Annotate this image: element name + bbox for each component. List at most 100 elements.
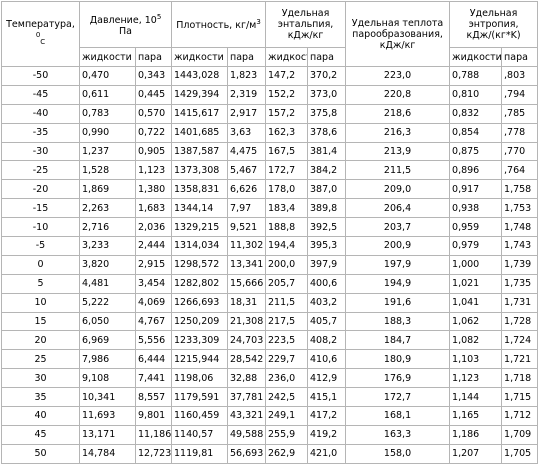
table-cell: 2,915 [135, 254, 172, 275]
table-cell: 9,801 [135, 406, 172, 426]
table-cell: 3,820 [79, 254, 136, 275]
table-cell: 220,8 [345, 84, 451, 105]
table-cell: 4,767 [135, 311, 172, 332]
table-cell: 56,693 [226, 443, 267, 464]
table-row: 10 5,222 4,069 1266,693 18,31 211,5 403,2 191,6… [1, 292, 538, 313]
table-cell: -10 [1, 217, 80, 238]
table-cell: 167,5 [265, 141, 309, 162]
table-cell: 0,722 [135, 122, 172, 143]
table-cell: 49,588 [226, 424, 267, 445]
table-row: 25 7,986 6,444 1215,944 28,542 229,7 410,6 180,… [1, 349, 538, 370]
table-cell: 0,917 [449, 179, 503, 200]
header-cell: Температура, 0C [1, 1, 80, 67]
table-cell: 205,7 [265, 273, 309, 294]
table-cell: 2,263 [79, 198, 136, 219]
table-cell: -45 [1, 84, 80, 105]
table-cell: 176,9 [345, 368, 451, 389]
subheader-cell: пара [501, 47, 538, 67]
table-cell: 0,470 [79, 66, 136, 86]
table-cell: 0,810 [449, 84, 503, 105]
table-cell: 163,3 [345, 424, 451, 445]
table-cell: 421,0 [307, 443, 347, 464]
table-cell: 7,986 [79, 349, 136, 370]
table-cell: ,770 [501, 141, 538, 162]
table-cell: 1,869 [79, 179, 136, 200]
table-cell: 0,875 [449, 141, 503, 162]
table-cell: 242,5 [265, 387, 309, 408]
table-cell: 1358,831 [171, 179, 228, 200]
table-cell: 35 [1, 387, 80, 408]
table-cell: 1,000 [449, 254, 503, 275]
header-cell: Давление, 105 Па [79, 1, 172, 48]
table-cell: 168,1 [345, 406, 451, 426]
header-cell: Удельная энтропия, кДж/(кг*K) [449, 1, 538, 48]
table-cell: 1282,802 [171, 273, 228, 294]
table-row: -45 0,611 0,445 1429,394 2,319 152,2 373,0 220,… [1, 84, 538, 105]
table-cell: 197,9 [345, 254, 451, 275]
header-cell: Плотность, кг/м3 [170, 1, 267, 48]
table-row: -40 0,783 0,570 1415,617 2,917 157,2 375,8 218,… [1, 103, 538, 124]
table-cell: 1,712 [501, 406, 538, 426]
table-cell: 4,475 [226, 141, 267, 162]
table-cell: 172,7 [345, 387, 451, 408]
table-cell: 1,683 [135, 198, 172, 219]
table-cell: 191,6 [345, 292, 451, 313]
table-cell: 15,666 [226, 273, 267, 294]
header-row: Температура, 0C Давление, 105 Па Плотность… [1, 1, 538, 67]
table-cell: 236,0 [265, 368, 309, 389]
table-cell: 2,444 [135, 236, 172, 256]
table-cell: 0,343 [135, 66, 172, 86]
table-row: -15 2,263 1,683 1344,14 7,97 183,4 389,8 206,4 0… [1, 198, 538, 219]
table-row: 35 10,341 8,557 1179,591 37,781 242,5 415,1 172… [1, 387, 538, 408]
table-cell: 3,454 [135, 273, 172, 294]
table-cell: 1,144 [449, 387, 503, 408]
table-cell: 1,728 [501, 311, 538, 332]
table-cell: 1,739 [501, 254, 538, 275]
table-cell: 387,0 [307, 179, 347, 200]
table-row: 20 6,969 5,556 1233,309 24,703 223,5 408,2 184,… [1, 330, 538, 351]
table-cell: 1266,693 [171, 292, 228, 313]
table-cell: 213,9 [345, 141, 451, 162]
table-cell: 2,716 [79, 217, 136, 238]
subheader-cell: жидкости [171, 47, 228, 67]
table-cell: 194,9 [345, 273, 451, 294]
table-cell: 397,9 [307, 254, 347, 275]
table-cell: 13,171 [79, 424, 136, 445]
table-cell: 5,467 [226, 160, 267, 181]
table-cell: 400,6 [307, 273, 347, 294]
table-body: -50 0,470 0,343 1443,028 1,823 147,2 370,2 223,… [1, 66, 538, 464]
table-cell: 13,341 [226, 254, 267, 275]
table-cell: 1,748 [501, 217, 538, 238]
table-cell: 172,7 [265, 160, 309, 181]
table-cell: 1329,215 [171, 217, 228, 238]
table-cell: 162,3 [265, 122, 309, 143]
table-cell: 1215,944 [171, 349, 228, 370]
table-cell: 0,445 [135, 84, 172, 105]
table-cell: 417,2 [307, 406, 347, 426]
table-cell: 1,123 [135, 160, 172, 181]
table-cell: 262,9 [265, 443, 309, 464]
table-cell: 211,5 [265, 292, 309, 313]
table-cell: 21,308 [226, 311, 267, 332]
table-cell: 43,321 [226, 406, 267, 426]
header-cell: Удельная теплота парообразования, кДж/кг [345, 1, 451, 67]
table-cell: 415,1 [307, 387, 347, 408]
table-cell: 419,2 [307, 424, 347, 445]
table-cell: 408,2 [307, 330, 347, 351]
table-cell: 2,036 [135, 217, 172, 238]
table-cell: 1,724 [501, 330, 538, 351]
table-cell: 1,062 [449, 311, 503, 332]
table-cell: 403,2 [307, 292, 347, 313]
table-cell: 15 [1, 311, 80, 332]
table-cell: ,778 [501, 122, 538, 143]
table-cell: 0,979 [449, 236, 503, 256]
table-cell: 1,731 [501, 292, 538, 313]
table-cell: 255,9 [265, 424, 309, 445]
header-sup: 0 [35, 31, 41, 40]
table-cell: 405,7 [307, 311, 347, 332]
table-cell: 0,788 [449, 66, 503, 86]
table-cell: 40 [1, 406, 80, 426]
table-row: 15 6,050 4,767 1250,209 21,308 217,5 405,7 188,… [1, 311, 538, 332]
table-cell: 5,556 [135, 330, 172, 351]
